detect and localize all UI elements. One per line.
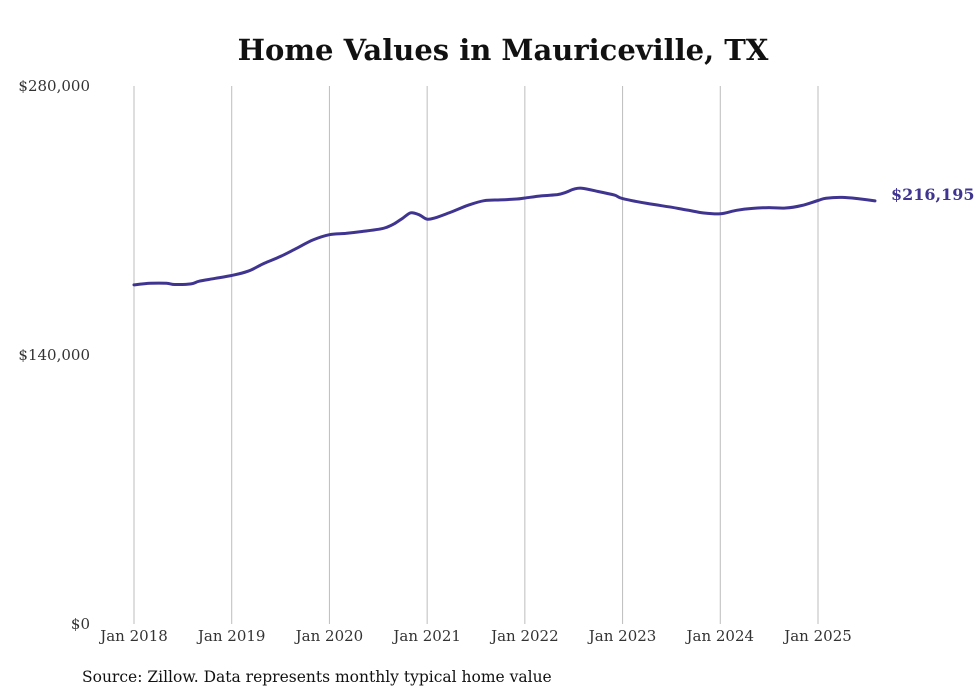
x-axis-ticks: Jan 2018 Jan 2019 Jan 2020 Jan 2021 Jan 2022… <box>98 627 852 645</box>
x-tick-label: Jan 2019 <box>196 627 266 645</box>
home-value-line <box>132 186 877 287</box>
x-tick-label: Jan 2021 <box>391 627 461 645</box>
x-tick-label: Jan 2025 <box>782 627 852 645</box>
source-note: Source: Zillow. Data represents monthly … <box>82 668 552 686</box>
y-tick-label: $140,000 <box>18 346 90 364</box>
y-tick-label: $0 <box>71 615 90 633</box>
latest-value-label: $216,195 <box>891 185 975 204</box>
y-axis-ticks: $0 $140,000 $280,000 <box>18 77 90 633</box>
y-tick-label: $280,000 <box>18 77 90 95</box>
gridlines <box>133 86 819 624</box>
x-tick-label: Jan 2024 <box>685 627 755 645</box>
x-tick-label: Jan 2022 <box>489 627 559 645</box>
x-tick-label: Jan 2020 <box>294 627 364 645</box>
chart-title: Home Values in Mauriceville, TX <box>238 33 769 67</box>
x-tick-label: Jan 2018 <box>98 627 168 645</box>
x-tick-label: Jan 2023 <box>587 627 657 645</box>
